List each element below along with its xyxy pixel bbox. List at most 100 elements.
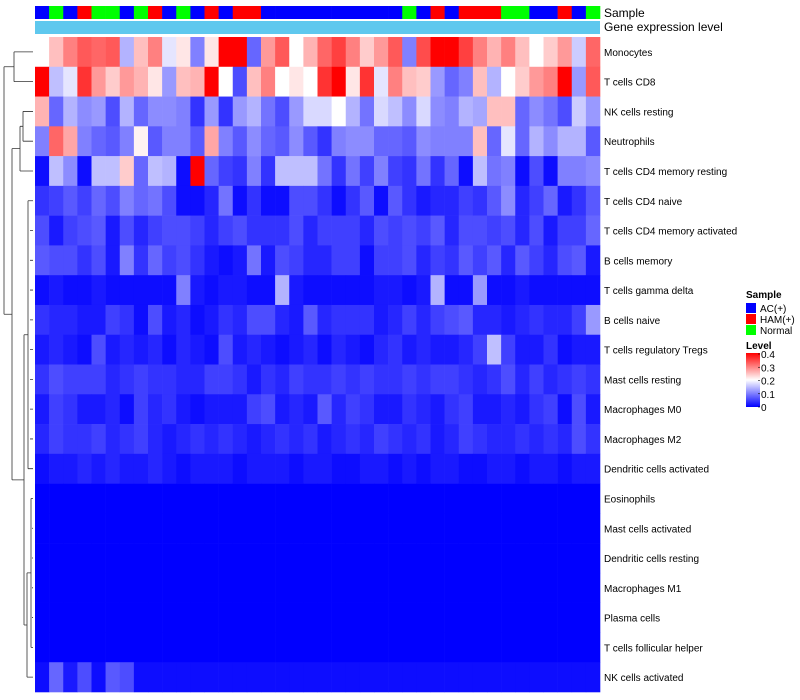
heatmap-cell <box>204 275 219 306</box>
heatmap-cell <box>133 364 149 395</box>
heatmap-cell <box>430 513 445 544</box>
row-label: Macrophages M0 <box>604 405 682 416</box>
heatmap-cell <box>529 662 544 693</box>
heatmap-cell <box>359 513 375 544</box>
expression-annotation-track <box>35 21 600 34</box>
heatmap-cell <box>345 304 361 336</box>
heatmap-cell <box>275 424 290 455</box>
heatmap-cell <box>444 394 460 425</box>
heatmap-cell <box>571 96 587 127</box>
heatmap-cell <box>105 394 121 425</box>
sample-annotation-cell <box>204 6 219 19</box>
heatmap-cell <box>148 483 163 514</box>
heatmap-cell <box>388 483 403 514</box>
row-label: Dendritic cells resting <box>604 554 699 565</box>
heatmap-cell <box>571 453 587 484</box>
row-label: Mast cells activated <box>604 524 691 535</box>
heatmap-cell <box>557 424 573 455</box>
sample-annotation-cell <box>557 6 573 19</box>
heatmap-cell <box>77 126 92 157</box>
heatmap-cell <box>63 185 78 216</box>
sample-annotation-cell <box>35 6 50 19</box>
heatmap-cell <box>218 156 234 187</box>
heatmap-cell <box>345 185 361 216</box>
heatmap-cell <box>49 126 64 157</box>
heatmap-cell <box>317 632 332 663</box>
heatmap-cell <box>374 483 389 514</box>
heatmap-cell <box>345 483 361 514</box>
heatmap-cell <box>261 334 276 365</box>
heatmap-cell <box>105 304 121 336</box>
heatmap-cell <box>571 245 587 276</box>
heatmap-cell <box>416 394 431 425</box>
heatmap-cell <box>557 275 573 306</box>
heatmap-cell <box>585 66 601 97</box>
sample-annotation-cell <box>444 6 460 19</box>
heatmap-cell <box>359 66 375 97</box>
heatmap-cell <box>472 483 488 514</box>
row-label: Macrophages M2 <box>604 435 682 446</box>
heatmap-cell <box>218 632 234 663</box>
heatmap-cell <box>49 602 64 633</box>
heatmap-cell <box>444 513 460 544</box>
heatmap-cell <box>49 185 64 216</box>
heatmap-cell <box>133 96 149 127</box>
heatmap-cell <box>416 364 431 395</box>
heatmap-cell <box>119 662 135 693</box>
heatmap-cell <box>374 632 389 663</box>
heatmap-cell <box>303 453 318 484</box>
heatmap-cell <box>416 334 431 365</box>
heatmap-cell <box>416 543 431 574</box>
heatmap-cell <box>275 572 290 603</box>
sample-annotation-cell <box>374 6 389 19</box>
heatmap-cell <box>77 602 92 633</box>
heatmap-cell <box>77 572 92 603</box>
heatmap-cell <box>416 37 431 68</box>
row-label: Plasma cells <box>604 614 660 625</box>
sample-annotation-cell <box>190 6 205 19</box>
sample-annotation-cell <box>359 6 375 19</box>
row-label: T cells CD4 memory activated <box>604 227 737 238</box>
level-tick-label: 0.4 <box>761 350 775 361</box>
heatmap-cell <box>402 662 417 693</box>
heatmap-cell <box>105 662 121 693</box>
heatmap-cell <box>487 304 502 336</box>
heatmap-cell <box>204 215 219 246</box>
heatmap-cell <box>557 453 573 484</box>
heatmap-cell <box>501 513 516 544</box>
heatmap-cell <box>444 334 460 365</box>
heatmap-cell <box>529 156 544 187</box>
heatmap-cell <box>105 245 121 276</box>
heatmap-cell <box>331 334 347 365</box>
sample-annotation-cell <box>133 6 149 19</box>
heatmap-cell <box>458 37 474 68</box>
heatmap-cell <box>571 662 587 693</box>
heatmap-cell <box>49 513 64 544</box>
heatmap-cell <box>232 245 248 276</box>
heatmap-cell <box>289 275 304 306</box>
heatmap-cell <box>218 304 234 336</box>
heatmap-cell <box>49 394 64 425</box>
heatmap-cell <box>416 662 431 693</box>
heatmap-cell <box>444 632 460 663</box>
heatmap-cell <box>416 66 431 97</box>
level-legend: Level 0.4 0.3 0.2 0.1 0 <box>746 341 775 414</box>
heatmap-cell <box>261 215 276 246</box>
heatmap-cell <box>444 662 460 693</box>
heatmap-cell <box>232 483 248 514</box>
heatmap-cell <box>543 394 558 425</box>
heatmap-cell <box>148 185 163 216</box>
heatmap-cell <box>402 572 417 603</box>
heatmap-cell <box>218 126 234 157</box>
row-label: T cells gamma delta <box>604 286 694 297</box>
heatmap-cell <box>317 453 332 484</box>
heatmap-cell <box>275 245 290 276</box>
heatmap-cell <box>416 572 431 603</box>
heatmap-cell <box>218 364 234 395</box>
heatmap-cell <box>501 483 516 514</box>
heatmap-cell <box>585 126 601 157</box>
heatmap-cell <box>63 304 78 336</box>
heatmap-cell <box>35 334 50 365</box>
heatmap-cell <box>487 126 502 157</box>
heatmap-cell <box>402 156 417 187</box>
